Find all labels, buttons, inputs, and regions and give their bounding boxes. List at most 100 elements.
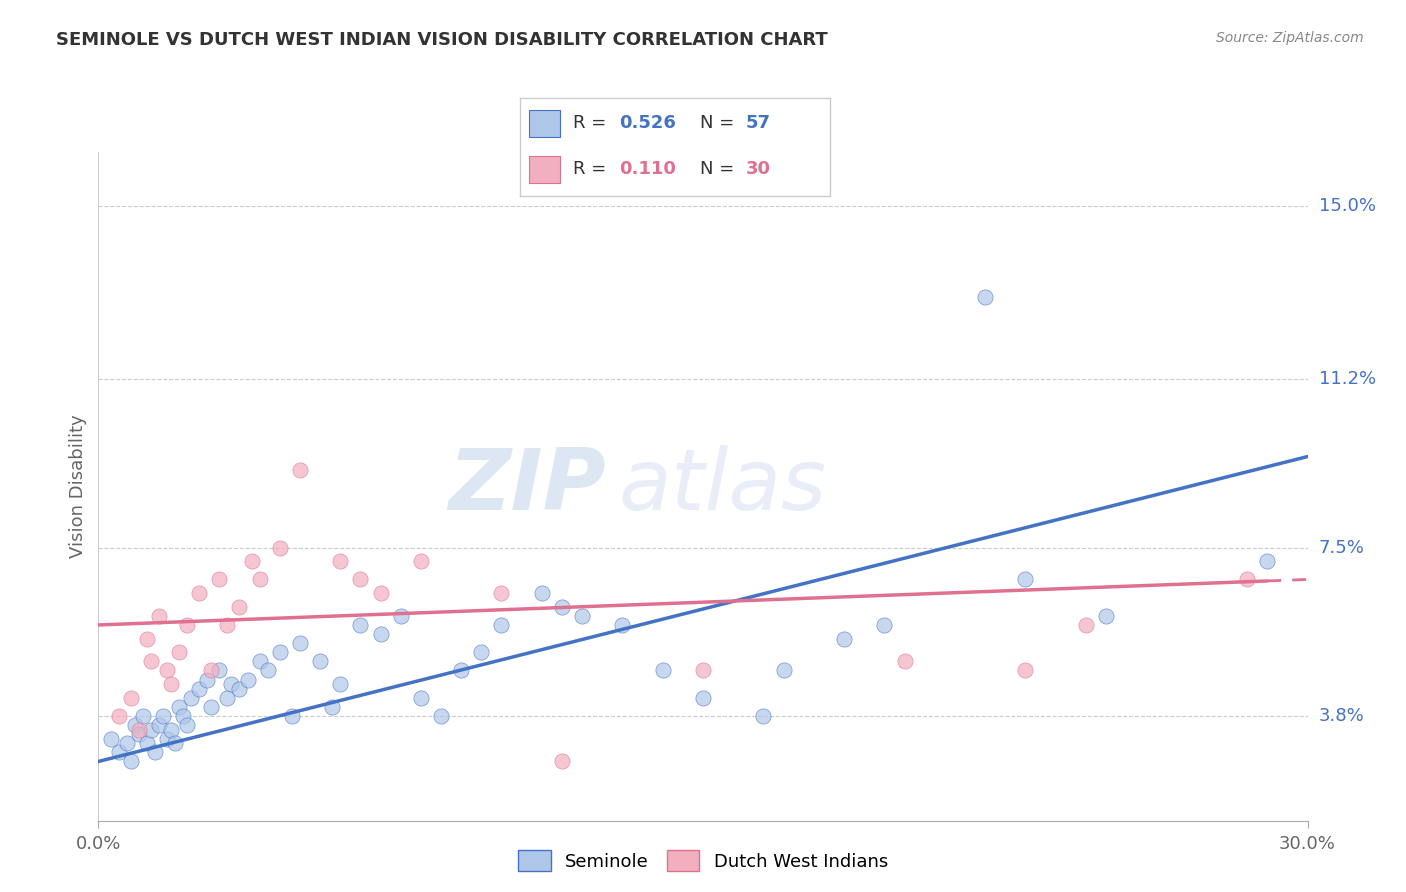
- Text: SEMINOLE VS DUTCH WEST INDIAN VISION DISABILITY CORRELATION CHART: SEMINOLE VS DUTCH WEST INDIAN VISION DIS…: [56, 31, 828, 49]
- Point: [329, 554, 352, 568]
- Legend: Seminole, Dutch West Indians: Seminole, Dutch West Indians: [510, 843, 896, 879]
- Point: [370, 627, 392, 641]
- Text: N =: N =: [700, 161, 740, 178]
- Point: [217, 690, 239, 705]
- Text: 57: 57: [747, 114, 770, 132]
- Point: [115, 736, 138, 750]
- Point: [409, 554, 432, 568]
- Point: [100, 731, 122, 746]
- Point: [269, 541, 291, 555]
- Point: [288, 463, 311, 477]
- Point: [228, 599, 250, 614]
- Point: [249, 654, 271, 668]
- Point: [772, 664, 794, 678]
- Text: 11.2%: 11.2%: [1319, 370, 1376, 388]
- Point: [893, 654, 915, 668]
- Point: [148, 718, 170, 732]
- Point: [1256, 554, 1278, 568]
- Point: [139, 654, 162, 668]
- Point: [321, 699, 343, 714]
- Point: [128, 727, 150, 741]
- Point: [160, 723, 183, 737]
- Point: [167, 699, 190, 714]
- Point: [1236, 573, 1258, 587]
- Text: 0.110: 0.110: [619, 161, 676, 178]
- Point: [651, 664, 673, 678]
- Text: 3.8%: 3.8%: [1319, 707, 1364, 725]
- Point: [692, 690, 714, 705]
- Point: [530, 586, 553, 600]
- Point: [120, 690, 142, 705]
- Point: [752, 709, 775, 723]
- Point: [132, 709, 155, 723]
- Point: [139, 723, 162, 737]
- Point: [143, 745, 166, 759]
- Point: [409, 690, 432, 705]
- Point: [1014, 573, 1036, 587]
- Point: [1095, 608, 1118, 623]
- Point: [269, 645, 291, 659]
- Point: [450, 664, 472, 678]
- Text: R =: R =: [572, 114, 612, 132]
- Point: [107, 709, 129, 723]
- Point: [281, 709, 304, 723]
- Point: [188, 681, 211, 696]
- Point: [571, 608, 593, 623]
- Point: [551, 599, 574, 614]
- Point: [1074, 618, 1097, 632]
- Point: [167, 645, 190, 659]
- Point: [256, 664, 278, 678]
- Point: [491, 618, 513, 632]
- Point: [180, 690, 202, 705]
- Point: [309, 654, 332, 668]
- Text: Source: ZipAtlas.com: Source: ZipAtlas.com: [1216, 31, 1364, 45]
- Text: 7.5%: 7.5%: [1319, 539, 1365, 557]
- Point: [176, 618, 198, 632]
- Point: [148, 608, 170, 623]
- Text: ZIP: ZIP: [449, 444, 606, 528]
- Point: [389, 608, 412, 623]
- Point: [152, 709, 174, 723]
- Point: [176, 718, 198, 732]
- Text: 30: 30: [747, 161, 770, 178]
- Point: [370, 586, 392, 600]
- Point: [188, 586, 211, 600]
- Point: [491, 586, 513, 600]
- Point: [612, 618, 634, 632]
- Y-axis label: Vision Disability: Vision Disability: [69, 414, 87, 558]
- Point: [1014, 664, 1036, 678]
- Point: [172, 709, 194, 723]
- Bar: [530, 110, 561, 137]
- Point: [208, 573, 231, 587]
- Point: [208, 664, 231, 678]
- Point: [240, 554, 263, 568]
- Point: [832, 632, 855, 646]
- Point: [195, 673, 218, 687]
- Point: [160, 677, 183, 691]
- Text: 15.0%: 15.0%: [1319, 197, 1375, 215]
- Point: [349, 573, 371, 587]
- Point: [124, 718, 146, 732]
- Point: [217, 618, 239, 632]
- Point: [120, 755, 142, 769]
- Point: [135, 736, 157, 750]
- Point: [470, 645, 492, 659]
- Text: N =: N =: [700, 114, 740, 132]
- Point: [430, 709, 453, 723]
- Point: [107, 745, 129, 759]
- Point: [156, 664, 179, 678]
- Point: [228, 681, 250, 696]
- Bar: [530, 156, 561, 184]
- Point: [873, 618, 896, 632]
- Point: [200, 699, 222, 714]
- Point: [163, 736, 186, 750]
- Point: [249, 573, 271, 587]
- Point: [221, 677, 243, 691]
- Point: [135, 632, 157, 646]
- Point: [551, 755, 574, 769]
- Point: [329, 677, 352, 691]
- Text: 0.526: 0.526: [619, 114, 676, 132]
- Point: [692, 664, 714, 678]
- Text: atlas: atlas: [619, 444, 827, 528]
- Text: R =: R =: [572, 161, 612, 178]
